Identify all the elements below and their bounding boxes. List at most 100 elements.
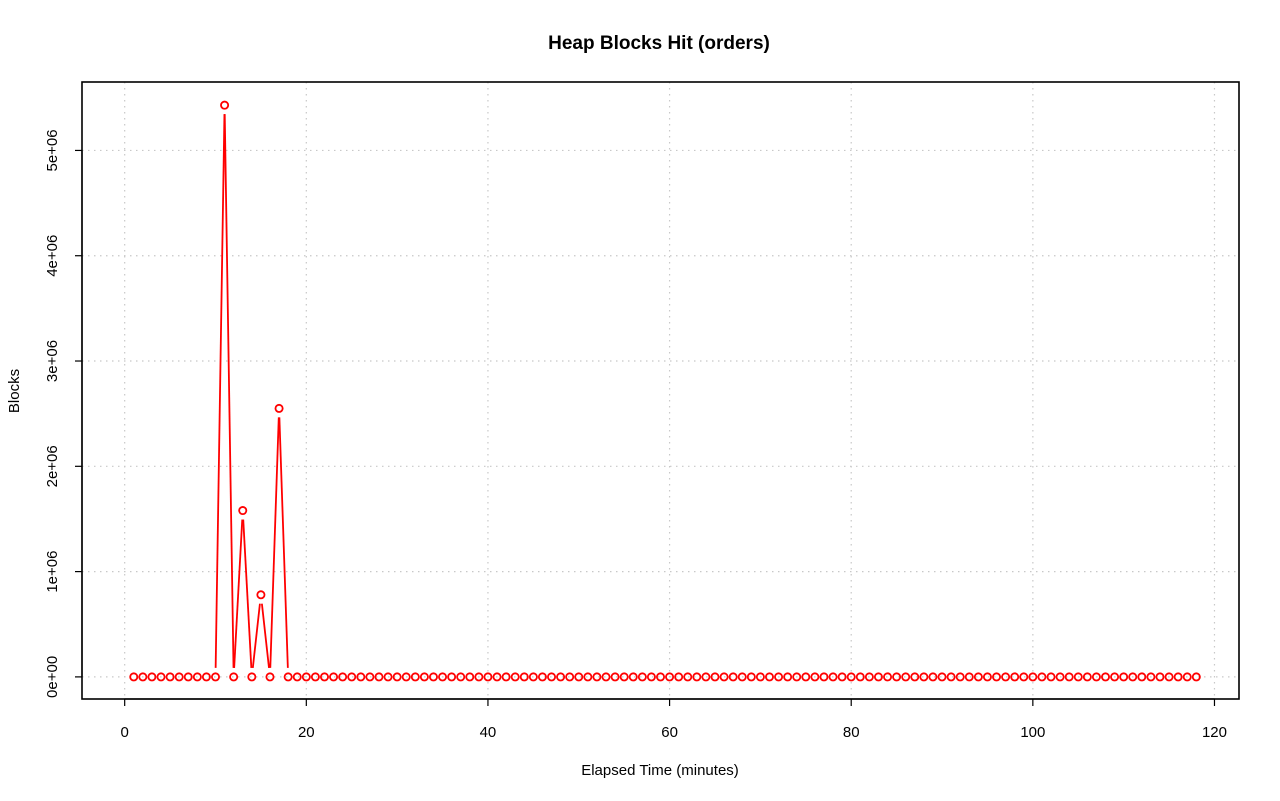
data-point (955, 672, 965, 682)
data-point (910, 672, 920, 682)
data-point (374, 672, 384, 682)
data-series (129, 100, 1201, 682)
plot-frame (81, 81, 1240, 700)
data-point (1046, 672, 1056, 682)
y-tick-label: 3e+06 (44, 340, 61, 382)
data-point (919, 672, 929, 682)
data-point (265, 672, 275, 682)
data-point (701, 672, 711, 682)
data-point (583, 672, 593, 682)
data-point (138, 672, 148, 682)
y-tick-label: 0e+00 (44, 656, 61, 698)
data-point (492, 672, 502, 682)
data-point (165, 672, 175, 682)
data-point (456, 672, 466, 682)
data-point (1173, 672, 1183, 682)
y-axis-label: Blocks (6, 369, 23, 413)
data-point (338, 672, 348, 682)
data-point (837, 672, 847, 682)
data-point (301, 672, 311, 682)
series-line-segment (251, 603, 261, 669)
data-point (510, 672, 520, 682)
x-tick-label: 120 (1202, 724, 1227, 741)
data-point (774, 672, 784, 682)
data-point (1010, 672, 1020, 682)
series-line-segment (278, 417, 289, 668)
data-point (220, 100, 230, 110)
data-point (610, 672, 620, 682)
x-tick-label: 20 (298, 724, 315, 741)
data-point (892, 672, 902, 682)
data-point (519, 672, 529, 682)
data-point (229, 672, 239, 682)
data-point (710, 672, 720, 682)
series-line-segment (214, 114, 226, 668)
data-point (1182, 672, 1192, 682)
data-point (347, 672, 357, 682)
data-point (665, 672, 675, 682)
data-point (528, 672, 538, 682)
x-tick-label: 0 (121, 724, 129, 741)
data-point (465, 672, 475, 682)
data-point (937, 672, 947, 682)
data-point (1110, 672, 1120, 682)
data-point (1128, 672, 1138, 682)
series-line-segment (242, 519, 253, 668)
data-point (873, 672, 883, 682)
data-point (574, 672, 584, 682)
y-tick-label: 5e+06 (44, 129, 61, 171)
data-point (329, 672, 339, 682)
data-point (783, 672, 793, 682)
data-point (901, 672, 911, 682)
data-point (1164, 672, 1174, 682)
x-axis: 0 20 40 60 80 100 120 (121, 698, 1227, 741)
data-point (210, 672, 220, 682)
data-point (356, 672, 366, 682)
data-point (183, 672, 193, 682)
data-point (764, 672, 774, 682)
data-point (1037, 672, 1047, 682)
data-point (129, 672, 139, 682)
data-point (410, 672, 420, 682)
x-tick-label: 80 (843, 724, 860, 741)
series-line-segment (269, 417, 280, 668)
data-point (547, 672, 557, 682)
data-point (247, 672, 257, 682)
data-point (292, 672, 302, 682)
data-point (646, 672, 656, 682)
data-point (501, 672, 511, 682)
data-point (792, 672, 802, 682)
data-point (928, 672, 938, 682)
data-point (992, 672, 1002, 682)
data-point (801, 672, 811, 682)
data-point (846, 672, 856, 682)
data-point (392, 672, 402, 682)
data-point (883, 672, 893, 682)
data-point (556, 672, 566, 682)
data-point (674, 672, 684, 682)
data-point (656, 672, 666, 682)
data-point (483, 672, 493, 682)
data-point (819, 672, 829, 682)
data-point (810, 672, 820, 682)
series-line-segment (233, 519, 244, 668)
y-tick-label: 2e+06 (44, 445, 61, 487)
grid (82, 82, 1239, 699)
x-tick-label: 100 (1020, 724, 1045, 741)
data-point (1055, 672, 1065, 682)
data-point (156, 672, 166, 682)
data-point (864, 672, 874, 682)
data-point (1073, 672, 1083, 682)
y-axis: 0e+00 1e+06 2e+06 3e+06 4e+06 5e+06 (44, 129, 83, 698)
data-point (1155, 672, 1165, 682)
data-point (383, 672, 393, 682)
data-point (746, 672, 756, 682)
x-axis-label: Elapsed Time (minutes) (581, 762, 739, 779)
data-point (1064, 672, 1074, 682)
data-point (755, 672, 765, 682)
data-point (1101, 672, 1111, 682)
data-point (310, 672, 320, 682)
data-point (1001, 672, 1011, 682)
data-point (419, 672, 429, 682)
data-point (401, 672, 411, 682)
